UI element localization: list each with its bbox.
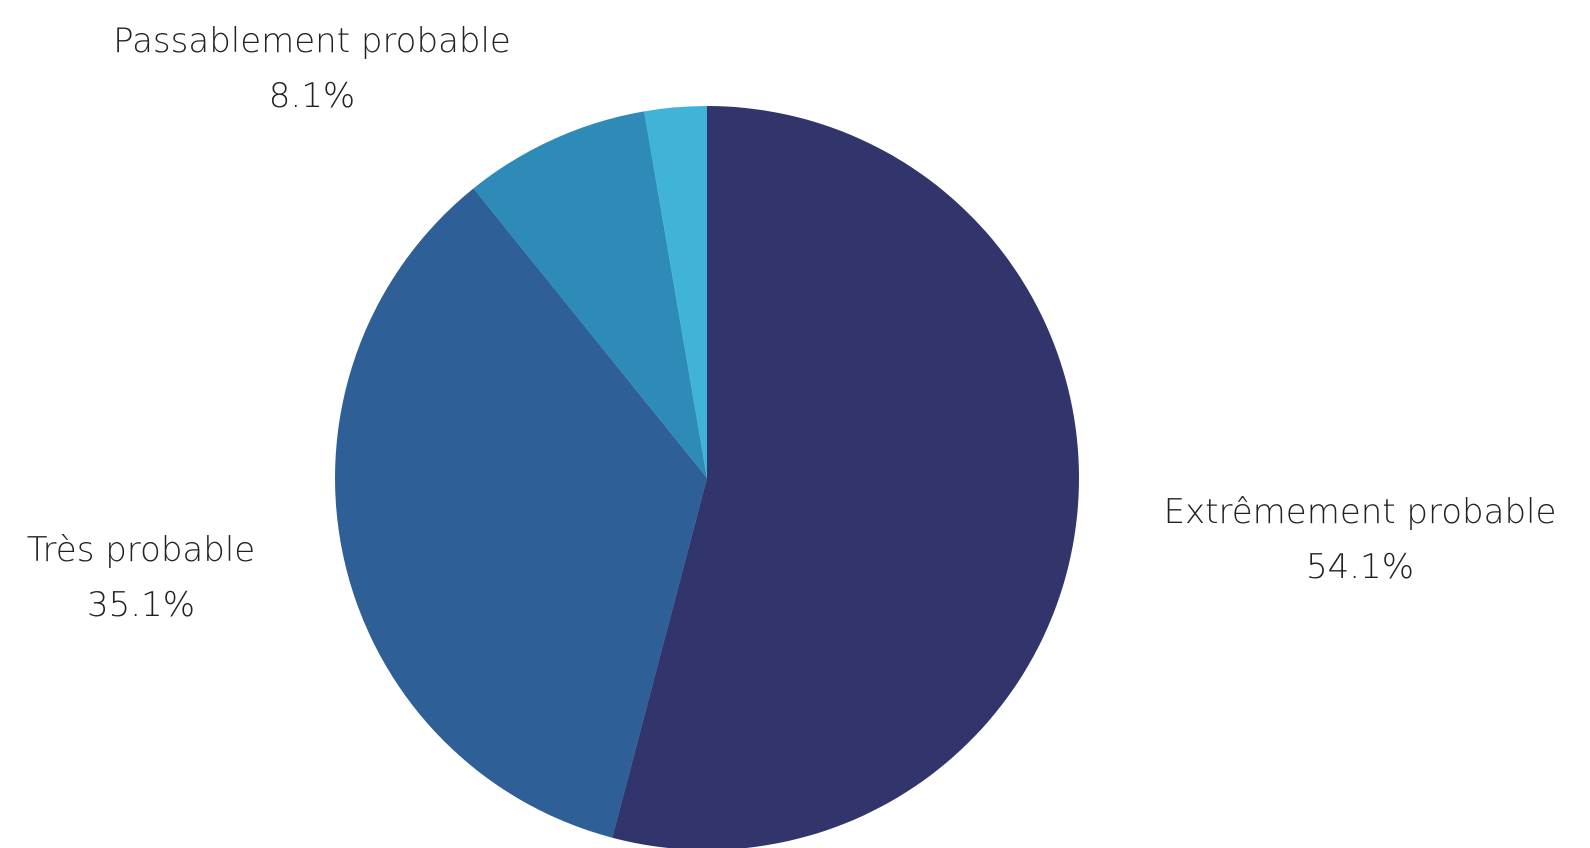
label-passablement-probable: Passablement probable 8.1% <box>113 21 511 116</box>
slice-label-tres: Très probable <box>27 530 255 570</box>
pie-slice-0 <box>612 106 1079 848</box>
pie-slice-2 <box>473 111 707 478</box>
slice-label-extremement: Extrêmement probable <box>1164 492 1557 532</box>
slice-value-passablement: 8.1% <box>269 76 355 116</box>
slice-label-passablement: Passablement probable <box>113 21 511 61</box>
slice-value-tres: 35.1% <box>87 585 195 625</box>
label-tres-probable: Très probable 35.1% <box>27 530 255 625</box>
pie-slices <box>335 106 1079 848</box>
pie-slice-3 <box>644 106 707 478</box>
label-extremement-probable: Extrêmement probable 54.1% <box>1164 492 1557 587</box>
slice-value-extremement: 54.1% <box>1306 547 1414 587</box>
pie-slice-1 <box>335 188 707 838</box>
